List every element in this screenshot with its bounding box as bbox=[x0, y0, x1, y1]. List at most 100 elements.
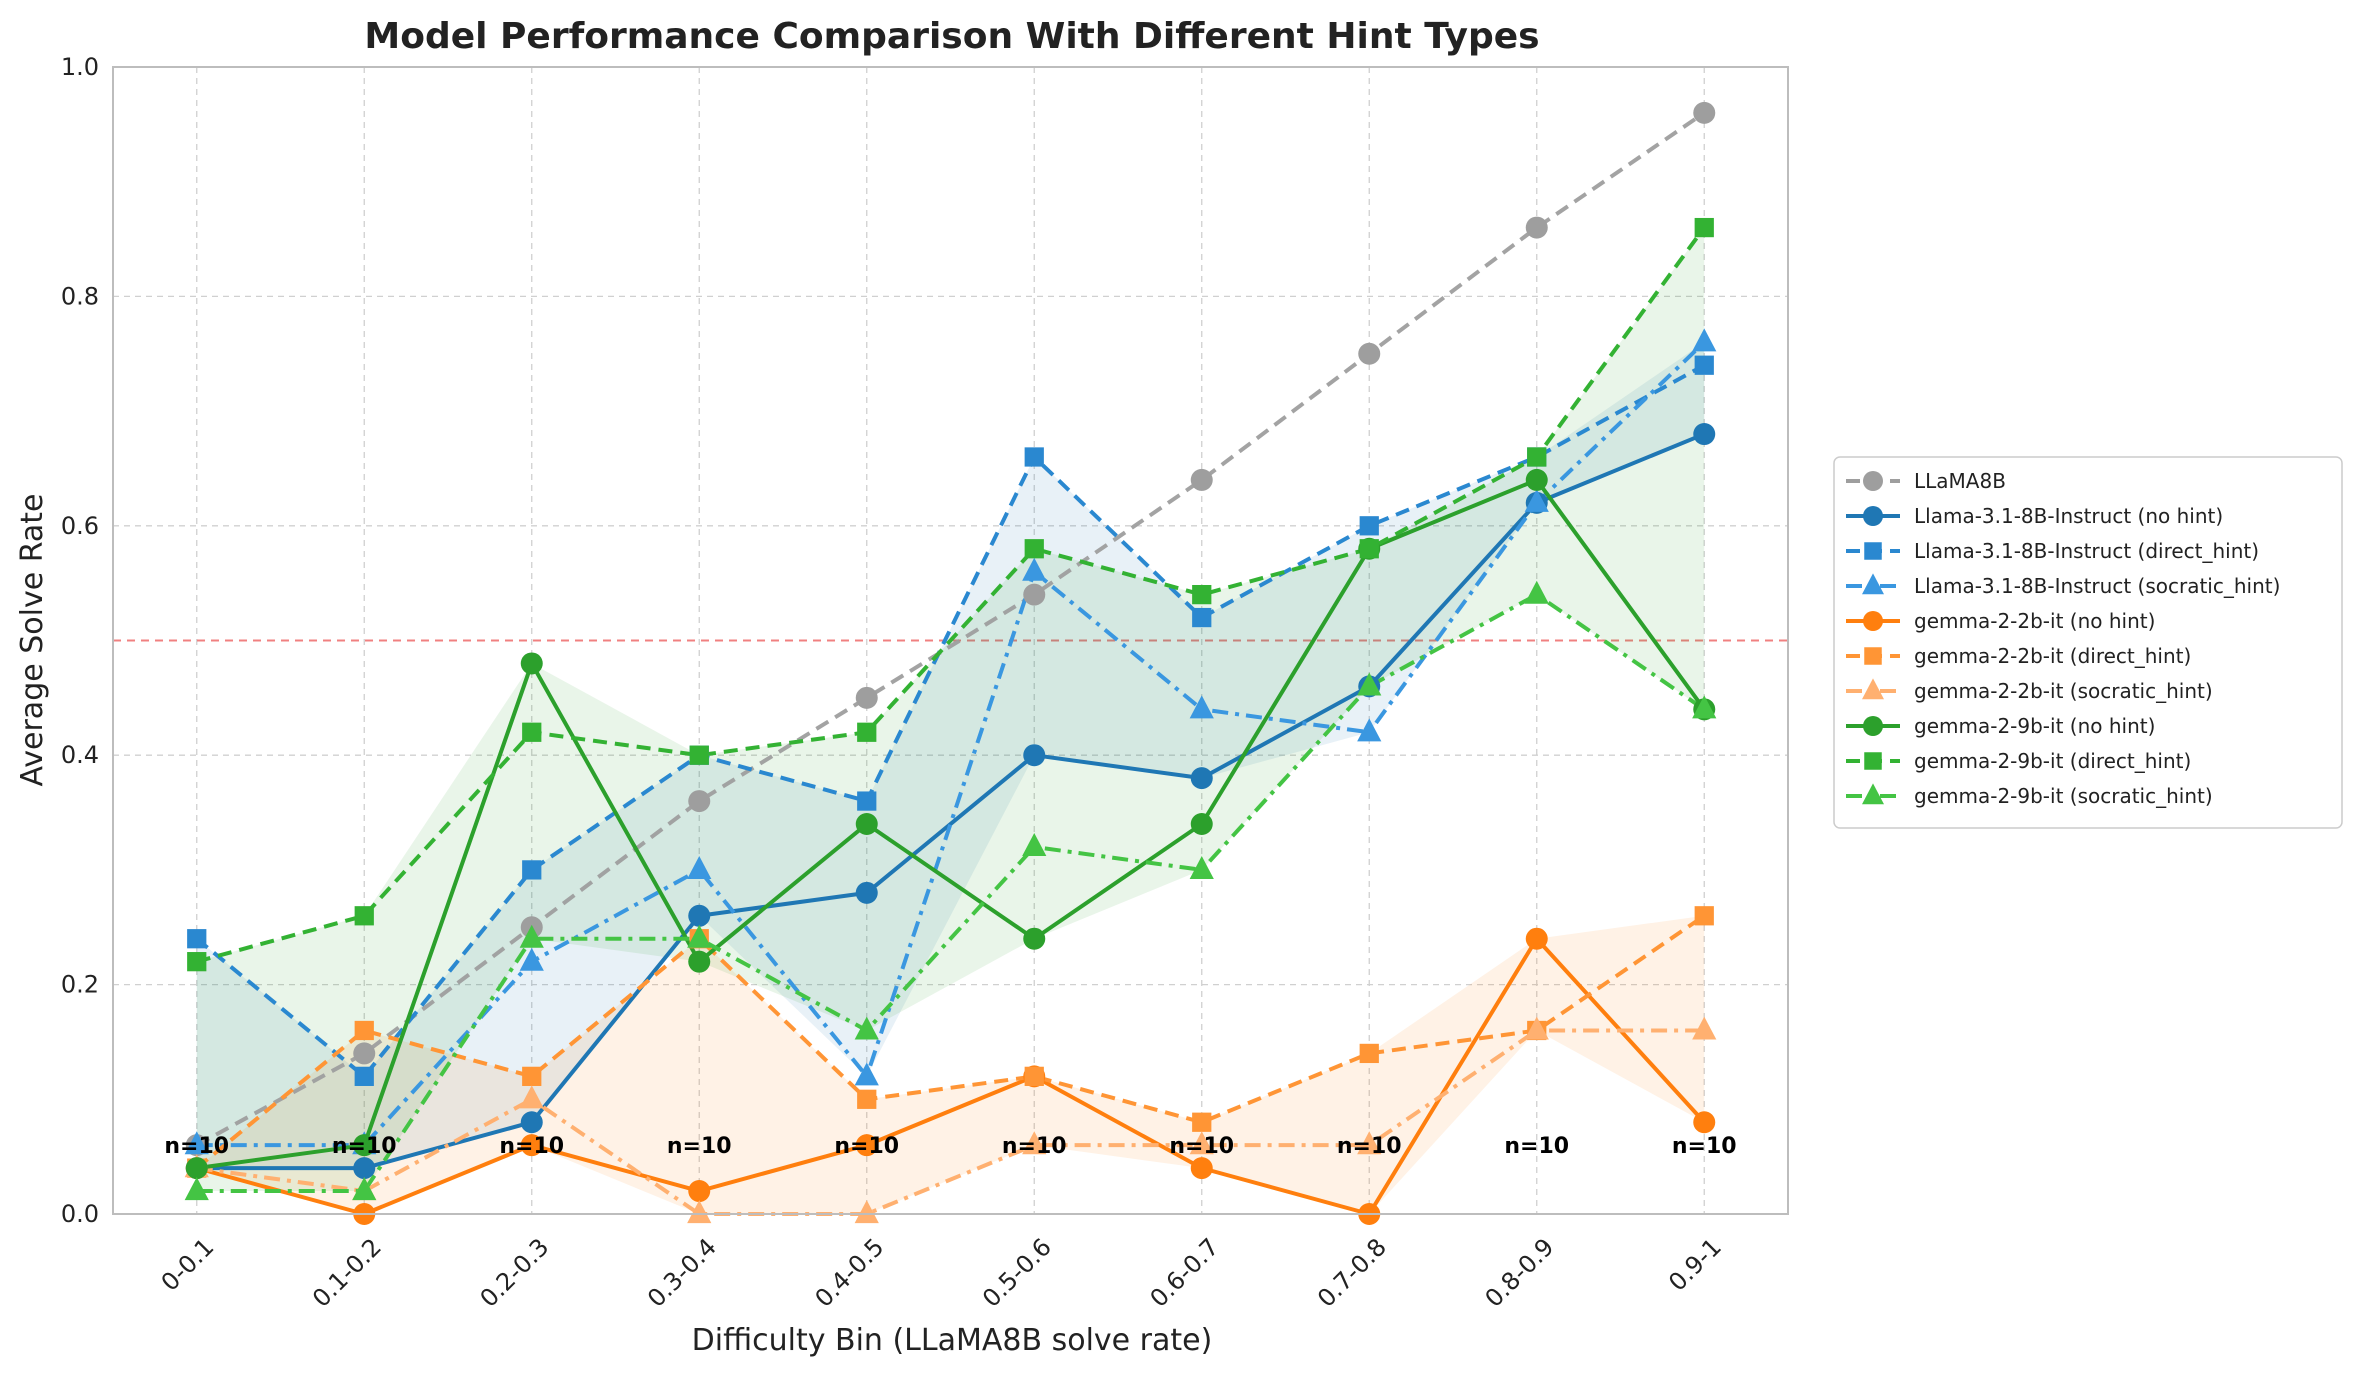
series-lines bbox=[195, 111, 1706, 1216]
data-point bbox=[1023, 927, 1046, 950]
data-point bbox=[1359, 516, 1379, 536]
y-tick-label: 0.2 bbox=[61, 971, 99, 999]
data-point bbox=[688, 904, 711, 927]
data-point bbox=[1024, 447, 1044, 467]
series-line bbox=[195, 111, 1706, 1147]
data-point bbox=[688, 1180, 711, 1203]
data-point bbox=[1694, 906, 1714, 926]
legend-label: gemma-2-2b-it (direct_hint) bbox=[1914, 644, 2191, 668]
legend-label: gemma-2-9b-it (no hint) bbox=[1914, 714, 2155, 738]
data-point bbox=[1190, 468, 1213, 491]
data-point bbox=[1692, 328, 1717, 352]
data-point bbox=[1192, 1112, 1212, 1132]
data-point bbox=[520, 1111, 543, 1134]
data-point bbox=[187, 929, 207, 949]
data-point bbox=[854, 1062, 879, 1086]
sample-size-label: n=10 bbox=[164, 1134, 229, 1159]
legend-marker bbox=[1862, 783, 1884, 805]
data-point bbox=[520, 1134, 543, 1157]
data-point bbox=[522, 722, 542, 742]
data-point bbox=[688, 790, 711, 813]
legend-label: gemma-2-9b-it (direct_hint) bbox=[1914, 749, 2191, 773]
data-point bbox=[1359, 539, 1379, 559]
data-point bbox=[1022, 557, 1047, 581]
legend-marker bbox=[1863, 611, 1883, 631]
data-point bbox=[1694, 217, 1714, 238]
data-point bbox=[1192, 607, 1212, 628]
sample-size-label: n=10 bbox=[499, 1134, 564, 1159]
data-point bbox=[687, 855, 712, 879]
data-point bbox=[1359, 1043, 1379, 1064]
plot-frame bbox=[112, 66, 1789, 1215]
data-point bbox=[855, 813, 878, 836]
data-point bbox=[854, 1016, 879, 1040]
series-markers bbox=[184, 101, 1717, 1225]
data-point bbox=[687, 924, 712, 948]
legend-marker bbox=[1864, 752, 1882, 770]
legend-label: gemma-2-2b-it (socratic_hint) bbox=[1914, 679, 2213, 703]
shaded-band bbox=[196, 227, 1705, 1192]
data-point bbox=[1190, 767, 1213, 790]
data-point bbox=[1524, 488, 1549, 512]
data-point bbox=[1023, 744, 1046, 767]
data-point bbox=[354, 906, 374, 926]
y-tick-label: 0.8 bbox=[61, 282, 99, 310]
data-point bbox=[1189, 695, 1214, 719]
legend-marker bbox=[1864, 647, 1882, 665]
legend-marker bbox=[1863, 506, 1883, 526]
legend-marker bbox=[1863, 716, 1883, 736]
sample-size-label: n=10 bbox=[1337, 1134, 1402, 1159]
data-point bbox=[1525, 216, 1548, 239]
data-point bbox=[1189, 1131, 1214, 1155]
data-point bbox=[519, 947, 544, 971]
data-point bbox=[353, 1042, 376, 1065]
sample-size-annotations: n=10 n=10 n=10 n=10 n=10 n=10 n=10 n=10 n=10 n=10 bbox=[164, 1134, 1736, 1159]
legend-label: LLaMA8B bbox=[1914, 469, 2006, 493]
data-point bbox=[522, 1066, 542, 1086]
sample-size-label: n=10 bbox=[332, 1134, 397, 1159]
data-point bbox=[1693, 101, 1716, 124]
sample-size-label: n=10 bbox=[1504, 1134, 1569, 1159]
data-point bbox=[1022, 1131, 1047, 1155]
data-point bbox=[185, 1157, 208, 1180]
data-point bbox=[354, 1066, 374, 1086]
data-point bbox=[184, 1177, 209, 1201]
data-point bbox=[353, 1134, 376, 1157]
legend-label: Llama-3.1-8B-Instruct (no hint) bbox=[1914, 504, 2223, 528]
data-point bbox=[1357, 672, 1382, 696]
data-point bbox=[522, 860, 542, 880]
series-line bbox=[196, 592, 1706, 1194]
data-point bbox=[857, 722, 877, 742]
series-line bbox=[196, 936, 1706, 1216]
data-point bbox=[1022, 833, 1047, 857]
data-point bbox=[184, 1131, 209, 1155]
series-line bbox=[196, 226, 1706, 964]
data-point bbox=[354, 1020, 374, 1041]
data-point bbox=[1024, 539, 1044, 559]
data-point bbox=[854, 1200, 879, 1224]
data-point bbox=[1527, 447, 1547, 467]
series-line bbox=[196, 1028, 1705, 1216]
shaded-band bbox=[196, 915, 1705, 1214]
data-point bbox=[1693, 423, 1716, 446]
data-point bbox=[1190, 1157, 1213, 1180]
legend-label: gemma-2-9b-it (socratic_hint) bbox=[1914, 784, 2213, 808]
legend-label: Llama-3.1-8B-Instruct (direct_hint) bbox=[1914, 539, 2259, 563]
data-point bbox=[1694, 355, 1714, 375]
data-point bbox=[352, 1177, 377, 1201]
data-point bbox=[519, 924, 544, 948]
data-point bbox=[1357, 1131, 1382, 1155]
data-point bbox=[1192, 584, 1212, 605]
data-point bbox=[1190, 813, 1213, 836]
legend-label: Llama-3.1-8B-Instruct (socratic_hint) bbox=[1914, 574, 2280, 598]
data-point bbox=[1693, 1111, 1716, 1134]
data-point bbox=[689, 745, 709, 765]
data-point bbox=[1524, 580, 1549, 604]
legend-marker bbox=[1864, 542, 1882, 560]
sample-size-label: n=10 bbox=[1002, 1134, 1067, 1159]
y-tick-label: 0.6 bbox=[61, 512, 99, 540]
y-tick-label: 0.4 bbox=[61, 741, 99, 769]
data-point bbox=[1189, 855, 1214, 879]
sample-size-label: n=10 bbox=[1672, 1134, 1737, 1159]
